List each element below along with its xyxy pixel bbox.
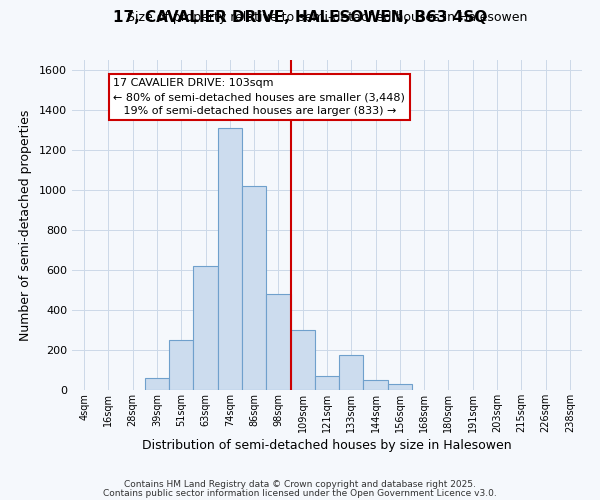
- Bar: [388, 384, 412, 390]
- X-axis label: Distribution of semi-detached houses by size in Halesowen: Distribution of semi-detached houses by …: [142, 439, 512, 452]
- Y-axis label: Number of semi-detached properties: Number of semi-detached properties: [19, 110, 32, 340]
- Bar: [266, 294, 290, 390]
- Text: Contains HM Land Registry data © Crown copyright and database right 2025.: Contains HM Land Registry data © Crown c…: [124, 480, 476, 489]
- Text: 17 CAVALIER DRIVE: 103sqm
← 80% of semi-detached houses are smaller (3,448)
   1: 17 CAVALIER DRIVE: 103sqm ← 80% of semi-…: [113, 78, 405, 116]
- Bar: [218, 128, 242, 390]
- Bar: [145, 378, 169, 390]
- Bar: [169, 340, 193, 390]
- Bar: [193, 266, 218, 390]
- Bar: [315, 376, 339, 390]
- Bar: [339, 355, 364, 390]
- Text: Contains public sector information licensed under the Open Government Licence v3: Contains public sector information licen…: [103, 488, 497, 498]
- Bar: [242, 186, 266, 390]
- Title: Size of property relative to semi-detached houses in Halesowen: Size of property relative to semi-detach…: [127, 11, 527, 24]
- Bar: [364, 380, 388, 390]
- Text: 17, CAVALIER DRIVE, HALESOWEN, B63 4SQ: 17, CAVALIER DRIVE, HALESOWEN, B63 4SQ: [113, 10, 487, 25]
- Bar: [290, 330, 315, 390]
